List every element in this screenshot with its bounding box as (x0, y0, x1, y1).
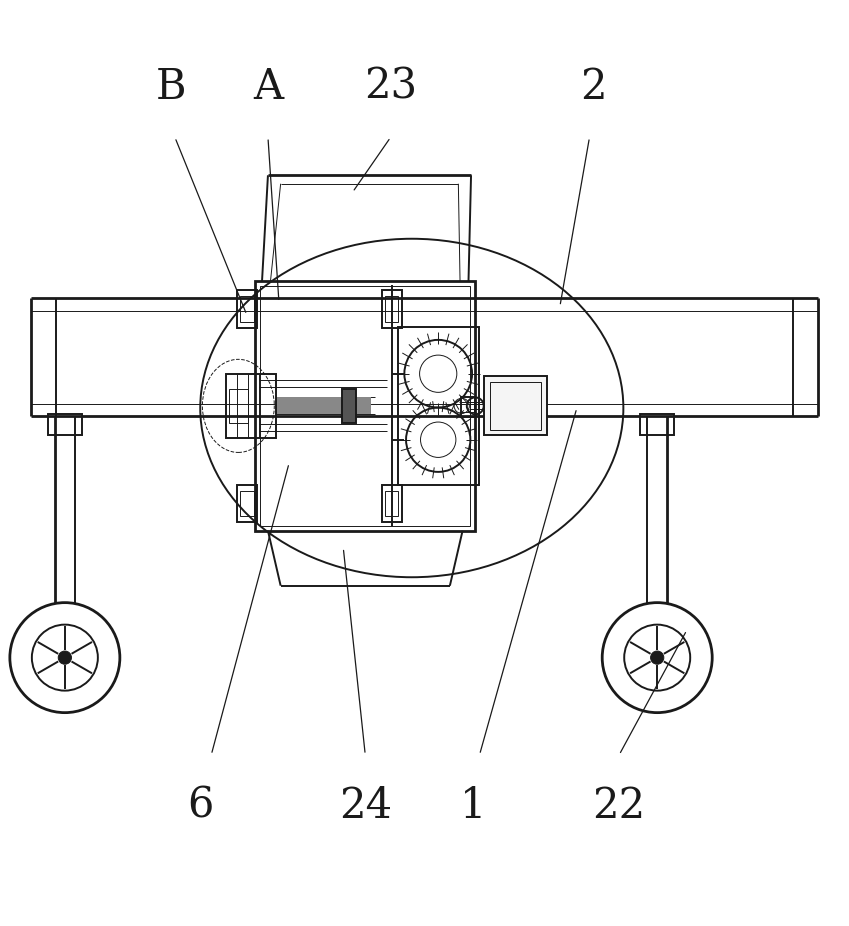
Bar (381, 485, 402, 522)
Bar (237, 485, 257, 522)
Bar (240, 491, 254, 517)
Bar (240, 296, 254, 321)
Bar (490, 382, 542, 430)
Bar (385, 491, 398, 517)
Bar (261, 286, 470, 526)
Bar (381, 291, 402, 328)
Circle shape (59, 651, 71, 664)
Bar (484, 376, 548, 435)
Text: 22: 22 (593, 784, 646, 827)
Text: 1: 1 (460, 784, 486, 827)
Bar (256, 282, 475, 531)
Bar (226, 374, 277, 438)
Text: 2: 2 (581, 66, 607, 107)
Bar (398, 327, 479, 484)
Text: B: B (155, 66, 186, 107)
Bar (461, 396, 475, 417)
Bar (640, 414, 674, 435)
Text: A: A (253, 66, 283, 107)
Text: 6: 6 (187, 784, 213, 827)
Bar (237, 291, 257, 328)
Text: 24: 24 (339, 784, 392, 827)
Circle shape (650, 651, 664, 664)
Text: 23: 23 (364, 66, 417, 107)
Bar (342, 389, 356, 423)
Bar (48, 414, 82, 435)
Bar (229, 389, 248, 423)
Bar (385, 296, 398, 321)
Bar (277, 397, 370, 414)
